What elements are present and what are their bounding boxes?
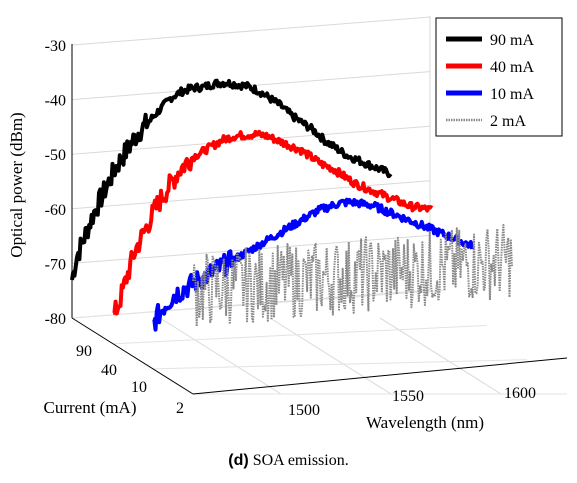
legend: 90 mA 40 mA 10 mA 2 mA [435,17,563,137]
grid-line-x [159,317,282,395]
wavelength-axis-line [192,357,568,395]
legend-entry: 2 mA [490,113,526,130]
current-tick-label: 2 [176,400,184,417]
caption-label: (d) [228,452,249,469]
z-tick-label: -40 [45,93,66,110]
z-tick-label: -70 [45,256,66,273]
wavelength-tick-label: 1550 [392,388,424,405]
z-tick-label: -30 [45,38,66,55]
tick-labels: -30 -40 -50 -60 -70 -80 2 10 40 90 1500 1550 1600 [45,38,536,419]
current-tick-label: 90 [76,343,92,360]
soa-emission-chart: -30 -40 -50 -60 -70 -80 2 10 40 90 1500 1550 1600 Op… [7,16,568,432]
legend-entry: 40 mA [490,59,534,76]
current-axis-label: Current (mA) [43,398,136,417]
current-tick-label: 40 [101,362,117,379]
z-tick-label: -60 [45,202,66,219]
current-axis-line [71,317,194,395]
wavelength-axis-label: Wavelength (nm) [366,413,484,432]
grid-line-z [71,16,431,46]
wavelength-tick-label: 1500 [288,402,320,419]
grid-line-y [153,359,528,370]
z-tick-label: -50 [45,147,66,164]
z-tick-label: -80 [45,311,66,328]
legend-entry: 10 mA [490,86,534,103]
current-tick-label: 10 [131,379,147,396]
axis-labels: Optical power (dBm) Current (mA) Wavelengt… [7,112,484,432]
grid-line-y [113,324,488,345]
figure-caption: (d) SOA emission. [0,452,577,470]
z-axis-label: Optical power (dBm) [7,112,26,257]
grid-line-x [269,317,392,395]
series-line-40ma [112,129,434,316]
grid-line-x [379,317,502,395]
caption-text: SOA emission. [248,452,349,469]
series-group [70,78,513,332]
grid-line-z [71,180,431,210]
legend-entry: 90 mA [490,32,534,49]
series-line-90ma [70,78,393,281]
wavelength-tick-label: 1600 [504,385,536,402]
series-line-2ma [192,224,513,328]
grid-line-y [71,289,447,319]
